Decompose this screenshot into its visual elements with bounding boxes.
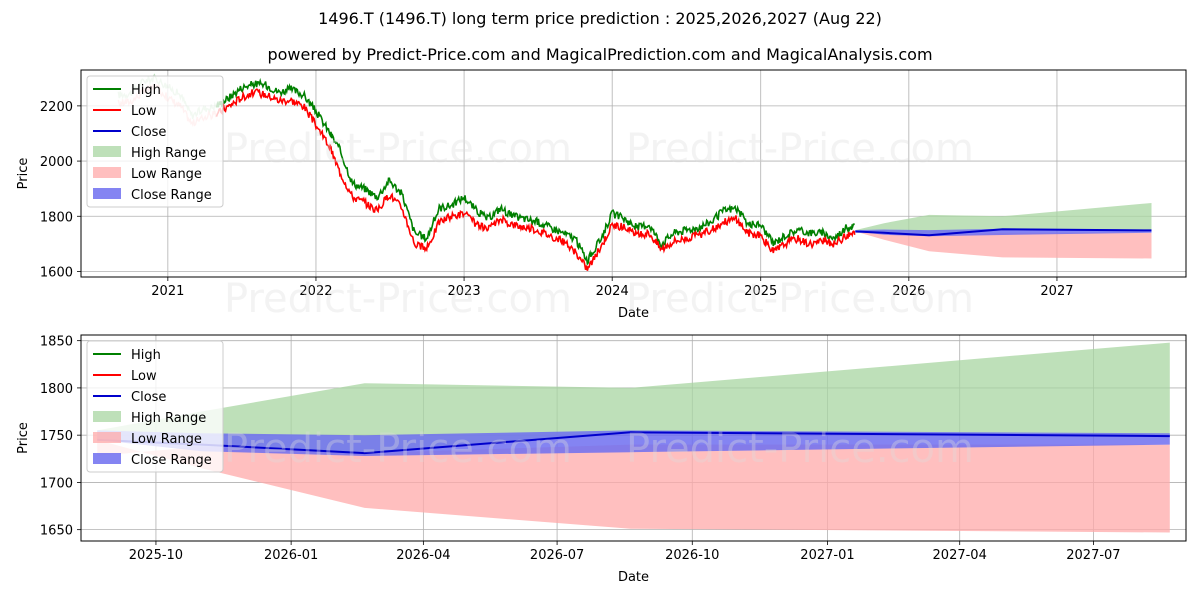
x-tick-label: 2027 <box>1040 284 1073 299</box>
legend-swatch <box>93 167 121 178</box>
close-range-band <box>97 430 1170 456</box>
legend-swatch <box>93 188 121 199</box>
y-axis-label: Price <box>16 158 31 190</box>
legend-swatch <box>93 146 121 157</box>
high-range-band <box>97 342 1170 454</box>
y-tick-label: 1600 <box>40 265 73 280</box>
legend-label: High <box>131 83 161 98</box>
legend-label: Close <box>131 390 166 405</box>
x-tick-label: 2023 <box>448 284 481 299</box>
low-line <box>215 88 856 271</box>
chart-subtitle: powered by Predict-Price.com and Magical… <box>267 45 933 64</box>
y-tick-label: 1700 <box>40 476 73 491</box>
y-tick-label: 2200 <box>40 100 73 115</box>
close-line <box>855 228 1152 237</box>
watermark-text: Predict-Price.com <box>224 126 572 172</box>
x-tick-label: 2026 <box>892 284 925 299</box>
legend-swatch <box>93 411 121 422</box>
x-axis-label: Date <box>618 570 649 585</box>
y-tick-label: 1750 <box>40 429 73 444</box>
axes-frame <box>80 334 1187 542</box>
plot-area-1 <box>117 73 1152 271</box>
watermark-text: Predict-Price.com <box>224 426 572 472</box>
x-tick-label: 2025 <box>744 284 777 299</box>
x-tick-label: 2026-10 <box>665 548 719 563</box>
y-tick-label: 1800 <box>40 210 73 225</box>
x-tick-label: 2026-01 <box>264 548 318 563</box>
legend-label: Close <box>131 125 166 140</box>
x-tick-label: 2025-10 <box>129 548 183 563</box>
legend-label: Low Range <box>131 432 202 447</box>
legend-label: Low <box>131 369 157 384</box>
high-line <box>215 77 855 266</box>
watermark-text: Predict-Price.com <box>626 276 974 322</box>
legend-swatch <box>93 453 121 464</box>
high-range-band <box>855 203 1152 236</box>
x-tick-label: 2024 <box>596 284 629 299</box>
x-axis-label: Date <box>618 306 649 321</box>
axes-frame <box>80 69 1187 278</box>
low-range-band <box>855 231 1152 259</box>
y-tick-label: 1650 <box>40 524 73 539</box>
legend-swatch <box>93 432 121 443</box>
legend-label: Close Range <box>131 453 212 468</box>
y-axis-label: Price <box>16 422 31 454</box>
legend-label: High Range <box>131 411 206 426</box>
y-tick-label: 1800 <box>40 382 73 397</box>
x-tick-label: 2027-07 <box>1066 548 1120 563</box>
x-tick-label: 2026-04 <box>396 548 450 563</box>
watermark-text: Predict-Price.com <box>626 426 974 472</box>
watermark-text: Predict-Price.com <box>626 126 974 172</box>
x-tick-label: 2027-01 <box>800 548 854 563</box>
legend-label: Low Range <box>131 167 202 182</box>
plot-2: 2025-10 2026-01 2026-04 2026-07 2026-10 2027-… <box>16 334 1187 585</box>
chart-title: 1496.T (1496.T) long term price predicti… <box>318 9 882 28</box>
legend-label: Low <box>131 104 157 119</box>
y-tick-label: 2000 <box>40 155 73 170</box>
x-tick-label: 2021 <box>151 284 184 299</box>
legend-label: High Range <box>131 146 206 161</box>
y-tick-label: 1850 <box>40 335 73 350</box>
watermark-text: Predict-Price.com <box>224 276 572 322</box>
plot-area-2 <box>97 342 1170 533</box>
low-range-band <box>97 439 1170 533</box>
x-tick-label: 2022 <box>299 284 332 299</box>
legend-label: High <box>131 348 161 363</box>
x-tick-label: 2026-07 <box>530 548 584 563</box>
plot-1: 2021 2022 2023 2024 2025 2026 2027 1600 1800 2000… <box>16 69 1187 321</box>
legend-label: Close Range <box>131 188 212 203</box>
x-tick-label: 2027-04 <box>933 548 987 563</box>
